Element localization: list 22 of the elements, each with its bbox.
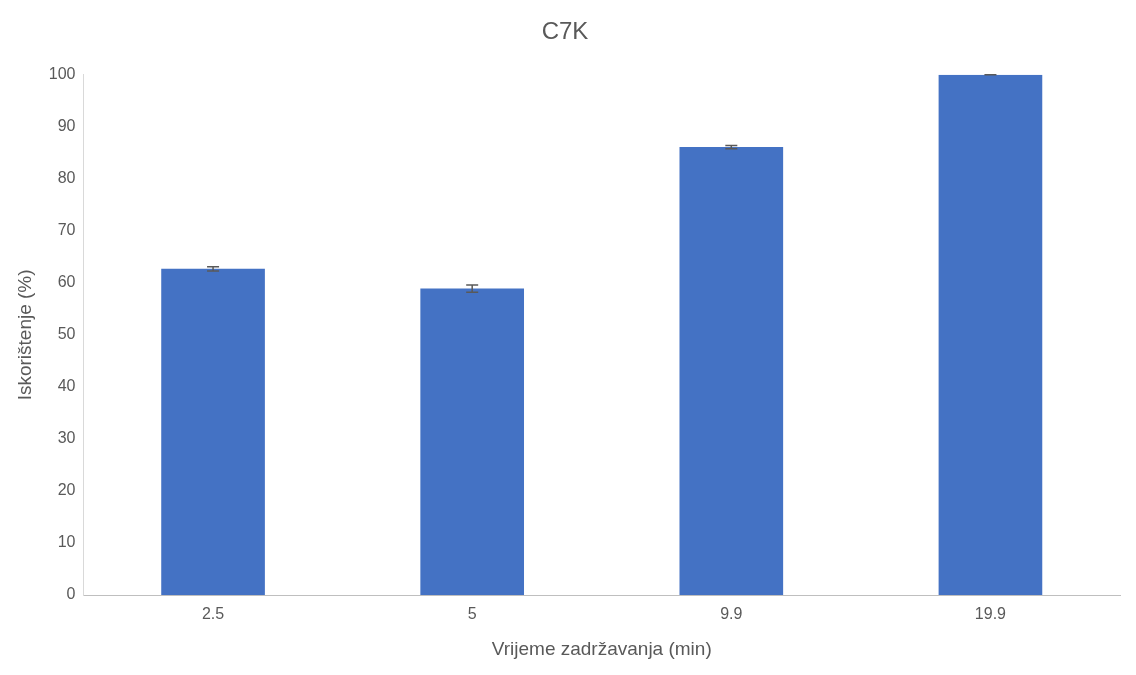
y-tick-label: 70 [57, 221, 76, 239]
y-axis-title: Iskorištenje (%) [13, 269, 35, 401]
y-tick-label: 80 [57, 169, 76, 187]
bar [420, 288, 525, 595]
x-tick-label: 19.9 [974, 605, 1007, 623]
y-tick-label: 50 [57, 325, 76, 343]
chart-title: C7K [541, 17, 589, 45]
x-tick-label: 9.9 [720, 605, 743, 623]
y-tick-label: 90 [57, 117, 76, 135]
y-tick-label: 10 [57, 533, 76, 551]
bar [161, 268, 265, 595]
y-tick-label: 20 [57, 481, 76, 499]
bar [679, 147, 784, 595]
y-tick-label: 40 [57, 377, 76, 395]
x-axis-title: Vrijeme zadržavanja (min) [491, 637, 712, 659]
x-tick-label: 2.5 [201, 605, 225, 623]
bar [938, 74, 1043, 595]
y-tick-label: 100 [48, 65, 76, 83]
x-tick-label: 5 [467, 605, 477, 623]
y-tick-label: 60 [57, 273, 76, 291]
y-tick-label: 0 [66, 585, 76, 603]
y-tick-label: 30 [57, 429, 76, 447]
